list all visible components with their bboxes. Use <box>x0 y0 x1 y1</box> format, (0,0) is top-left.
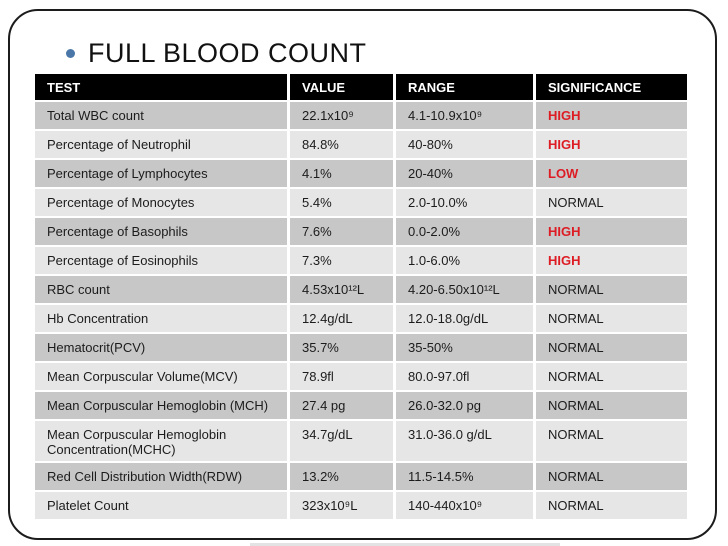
significance-cell: HIGH <box>536 102 687 129</box>
value-cell: 35.7% <box>290 334 393 361</box>
value-cell: 78.9fl <box>290 363 393 390</box>
next-slide-edge <box>250 543 560 546</box>
column-header-test: TEST <box>35 74 287 100</box>
test-cell: Percentage of Basophils <box>35 218 287 245</box>
test-cell: Mean Corpuscular Hemoglobin (MCH) <box>35 392 287 419</box>
table-header-row: TEST VALUE RANGE SIGNIFICANCE <box>35 74 687 100</box>
table-row: Percentage of Eosinophils 7.3% 1.0-6.0% … <box>35 247 687 274</box>
value-cell: 4.53x10¹²L <box>290 276 393 303</box>
test-cell: Red Cell Distribution Width(RDW) <box>35 463 287 490</box>
range-cell: 4.1-10.9x10⁹ <box>396 102 533 129</box>
test-cell: Total WBC count <box>35 102 287 129</box>
value-cell: 7.3% <box>290 247 393 274</box>
range-cell: 4.20-6.50x10¹²L <box>396 276 533 303</box>
slide-title-row: FULL BLOOD COUNT <box>66 38 367 69</box>
range-cell: 2.0-10.0% <box>396 189 533 216</box>
column-header-range: RANGE <box>396 74 533 100</box>
table-row: Hematocrit(PCV) 35.7% 35-50% NORMAL <box>35 334 687 361</box>
significance-cell: NORMAL <box>536 276 687 303</box>
test-cell: Mean Corpuscular Hemoglobin Concentratio… <box>35 421 287 461</box>
table-row: Total WBC count 22.1x10⁹ 4.1-10.9x10⁹ HI… <box>35 102 687 129</box>
significance-cell: LOW <box>536 160 687 187</box>
value-cell: 27.4 pg <box>290 392 393 419</box>
significance-cell: HIGH <box>536 247 687 274</box>
value-cell: 323x10⁹L <box>290 492 393 519</box>
significance-cell: HIGH <box>536 218 687 245</box>
test-cell: RBC count <box>35 276 287 303</box>
column-header-value: VALUE <box>290 74 393 100</box>
value-cell: 84.8% <box>290 131 393 158</box>
significance-cell: NORMAL <box>536 363 687 390</box>
table-row: Percentage of Monocytes 5.4% 2.0-10.0% N… <box>35 189 687 216</box>
test-cell: Percentage of Lymphocytes <box>35 160 287 187</box>
table-row: Percentage of Basophils 7.6% 0.0-2.0% HI… <box>35 218 687 245</box>
table-row: Percentage of Lymphocytes 4.1% 20-40% LO… <box>35 160 687 187</box>
range-cell: 12.0-18.0g/dL <box>396 305 533 332</box>
significance-cell: NORMAL <box>536 421 687 461</box>
test-cell: Platelet Count <box>35 492 287 519</box>
test-cell: Hematocrit(PCV) <box>35 334 287 361</box>
significance-cell: NORMAL <box>536 392 687 419</box>
significance-cell: NORMAL <box>536 463 687 490</box>
range-cell: 80.0-97.0fl <box>396 363 533 390</box>
table-row: Mean Corpuscular Volume(MCV) 78.9fl 80.0… <box>35 363 687 390</box>
slide-frame: FULL BLOOD COUNT TEST VALUE RANGE SIGNIF… <box>8 9 717 540</box>
significance-cell: NORMAL <box>536 492 687 519</box>
table-row: Red Cell Distribution Width(RDW) 13.2% 1… <box>35 463 687 490</box>
test-cell: Percentage of Neutrophil <box>35 131 287 158</box>
range-cell: 11.5-14.5% <box>396 463 533 490</box>
significance-cell: NORMAL <box>536 305 687 332</box>
test-cell: Percentage of Eosinophils <box>35 247 287 274</box>
range-cell: 35-50% <box>396 334 533 361</box>
value-cell: 13.2% <box>290 463 393 490</box>
significance-cell: NORMAL <box>536 189 687 216</box>
blood-count-table: TEST VALUE RANGE SIGNIFICANCE Total WBC … <box>35 74 687 521</box>
value-cell: 4.1% <box>290 160 393 187</box>
test-cell: Hb Concentration <box>35 305 287 332</box>
range-cell: 1.0-6.0% <box>396 247 533 274</box>
significance-cell: HIGH <box>536 131 687 158</box>
value-cell: 7.6% <box>290 218 393 245</box>
value-cell: 22.1x10⁹ <box>290 102 393 129</box>
range-cell: 31.0-36.0 g/dL <box>396 421 533 461</box>
significance-cell: NORMAL <box>536 334 687 361</box>
value-cell: 34.7g/dL <box>290 421 393 461</box>
bullet-icon <box>66 49 75 58</box>
table-row: Mean Corpuscular Hemoglobin (MCH) 27.4 p… <box>35 392 687 419</box>
range-cell: 40-80% <box>396 131 533 158</box>
range-cell: 0.0-2.0% <box>396 218 533 245</box>
page-title: FULL BLOOD COUNT <box>88 38 367 68</box>
column-header-significance: SIGNIFICANCE <box>536 74 687 100</box>
table-row: Percentage of Neutrophil 84.8% 40-80% HI… <box>35 131 687 158</box>
value-cell: 12.4g/dL <box>290 305 393 332</box>
table-row: Mean Corpuscular Hemoglobin Concentratio… <box>35 421 687 461</box>
table-row: RBC count 4.53x10¹²L 4.20-6.50x10¹²L NOR… <box>35 276 687 303</box>
table-row: Hb Concentration 12.4g/dL 12.0-18.0g/dL … <box>35 305 687 332</box>
table-row: Platelet Count 323x10⁹L 140-440x10⁹ NORM… <box>35 492 687 519</box>
range-cell: 140-440x10⁹ <box>396 492 533 519</box>
test-cell: Mean Corpuscular Volume(MCV) <box>35 363 287 390</box>
value-cell: 5.4% <box>290 189 393 216</box>
test-cell: Percentage of Monocytes <box>35 189 287 216</box>
range-cell: 26.0-32.0 pg <box>396 392 533 419</box>
range-cell: 20-40% <box>396 160 533 187</box>
